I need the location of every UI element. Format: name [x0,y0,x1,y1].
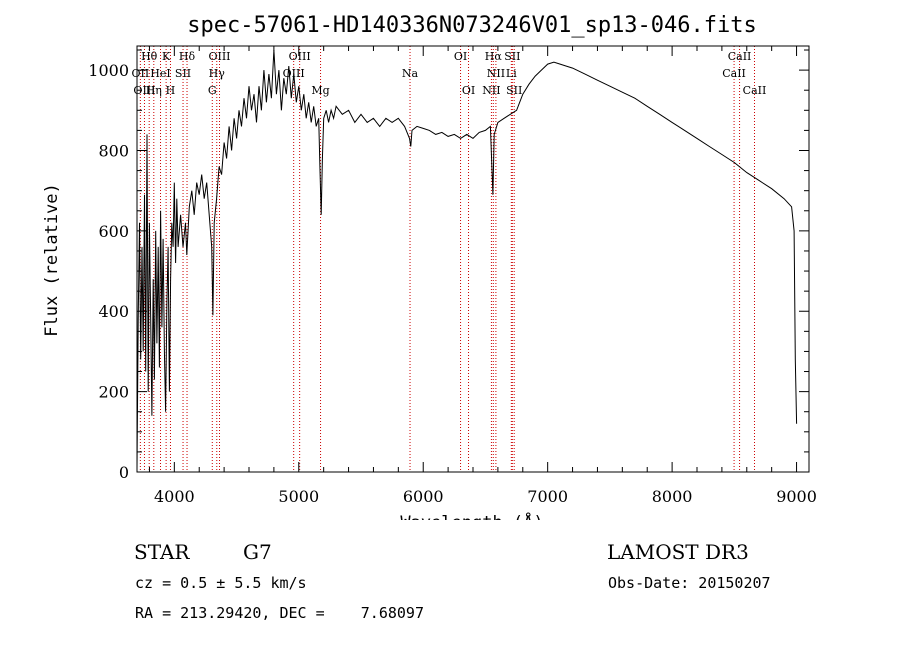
x-tick-label-1: 5000 [278,487,319,506]
x-tick-label-2: 6000 [403,487,444,506]
survey-name: LAMOST DR3 [607,540,749,564]
marker-label-7: H [166,84,176,97]
y-tick-label-0: 0 [119,463,129,482]
marker-label-26: CaII [743,84,767,97]
y-tick-label-3: 600 [98,222,129,241]
x-axis-label: Wavelength (Å) [400,511,543,520]
y-tick-label-4: 800 [98,141,129,160]
y-axis-ticks: 0 200 400 600 800 1000 [88,49,809,482]
marker-label-1: OII [132,67,150,80]
marker-label-14: Mg [311,84,329,97]
marker-label-5: K [162,50,171,63]
x-tick-label-5: 9000 [776,487,817,506]
marker-label-20: NII [487,67,505,80]
marker-label-15: Na [402,67,419,80]
x-tick-label-0: 4000 [154,487,195,506]
marker-label-24: CaII [728,50,752,63]
marker-label-4: Hη [146,84,162,97]
marker-label-11: G [208,84,217,97]
marker-label-12: OIII [289,50,311,63]
marker-label-6: SII [175,67,191,80]
spectral-line-markers [139,46,755,472]
plot-frame [136,45,810,473]
marker-label-8: Hδ [179,50,196,63]
x-axis-ticks: 4000 5000 6000 7000 8000 9000 [148,46,817,506]
x-tick-label-4: 8000 [652,487,693,506]
marker-label-18: Hα [485,50,503,63]
observation-date: Obs-Date: 20150207 [608,574,771,592]
marker-label-23: SII [506,84,522,97]
marker-label-21: Li [506,67,517,80]
marker-label-0: Hθ [141,50,158,63]
marker-label-10: Hγ [209,67,226,80]
marker-label-16: OI [454,50,467,63]
y-axis-label: Flux (relative) [42,183,62,337]
marker-label-22: NII [482,84,500,97]
object-class: STAR [134,540,190,564]
y-tick-label-2: 400 [98,302,129,321]
chart-title: spec-57061-HD140336N073246V01_sp13-046.f… [187,13,757,38]
marker-label-17: OI [462,84,475,97]
coordinates: RA = 213.29420, DEC = 7.68097 [135,604,424,622]
marker-label-25: CaII [722,67,746,80]
y-tick-label-5: 1000 [88,61,129,80]
spectrum-chart: spec-57061-HD140336N073246V01_sp13-046.f… [42,13,817,520]
object-subclass: G7 [243,540,272,564]
marker-label-3: HeI [150,67,170,80]
x-tick-label-3: 7000 [527,487,568,506]
marker-label-9: OIII [208,50,230,63]
marker-label-2: OIII [133,84,155,97]
redshift-cz: cz = 0.5 ± 5.5 km/s [135,574,307,592]
y-tick-label-1: 200 [98,383,129,402]
marker-label-19: SII [504,50,520,63]
spectrum-series-line [136,49,798,469]
